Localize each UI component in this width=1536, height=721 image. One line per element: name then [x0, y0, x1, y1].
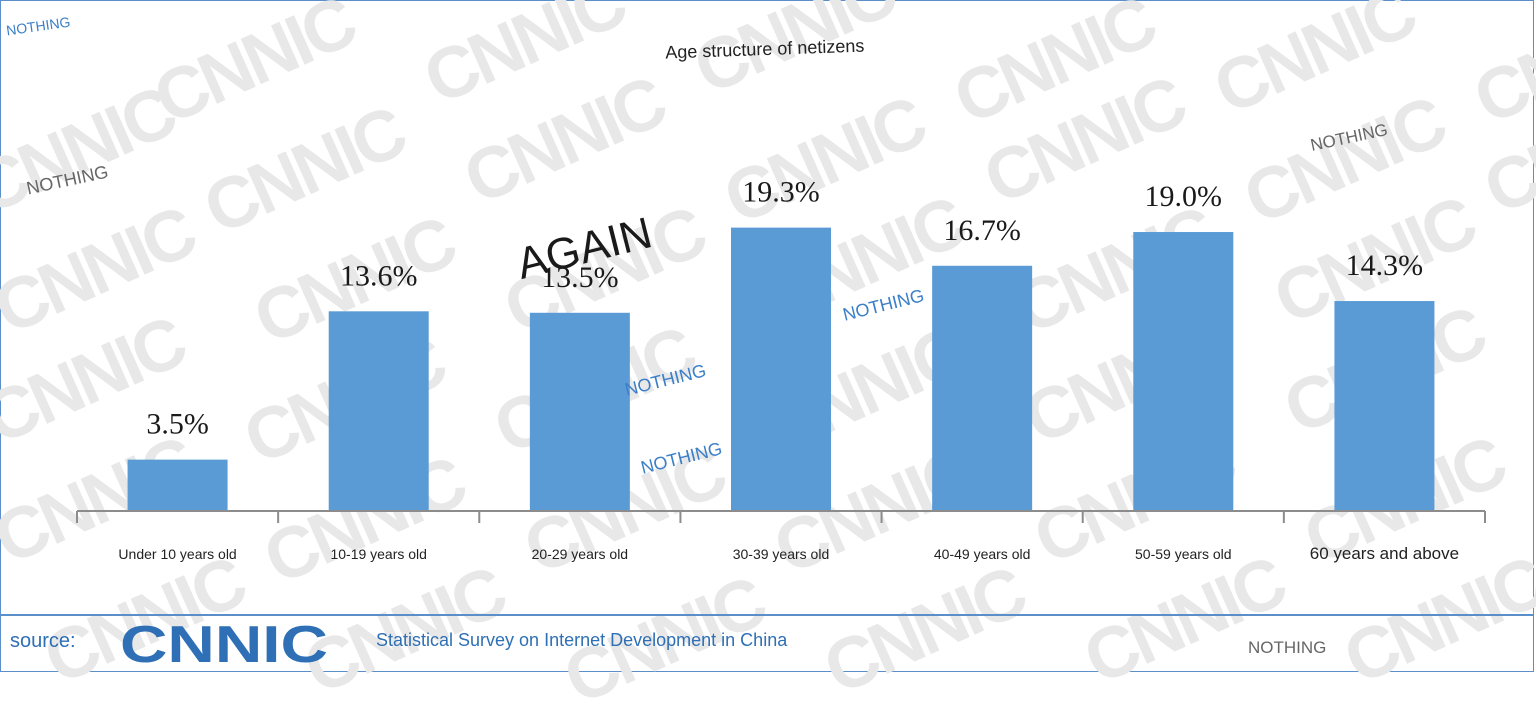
chart-frame [0, 0, 1534, 672]
bar [731, 227, 831, 511]
bar [932, 265, 1033, 511]
survey-title: Statistical Survey on Internet Developme… [376, 630, 788, 650]
bar [529, 312, 630, 511]
data-label: 14.3% [1346, 249, 1424, 282]
x-tick-label: 30-39 years old [733, 546, 830, 562]
bar [328, 311, 429, 511]
data-label: 19.0% [1145, 180, 1223, 213]
x-tick-label: 50-59 years old [1135, 546, 1232, 562]
data-label: 16.7% [943, 214, 1021, 247]
x-tick-label: 20-29 years old [532, 546, 629, 562]
data-label: 19.3% [742, 176, 820, 209]
bar-chart: Age structure of netizens 3.5% Under 10 ye… [76, 36, 1486, 563]
bar [1334, 301, 1435, 511]
data-label: 13.6% [340, 259, 418, 292]
footer-divider [0, 614, 1534, 616]
x-tick-label: Under 10 years old [118, 546, 236, 562]
source-label: source: [10, 630, 76, 652]
data-label: 3.5% [146, 408, 209, 441]
svg-text:CNNIC: CNNIC [120, 622, 328, 664]
x-tick-label: 10-19 years old [330, 546, 427, 562]
overlay-text: NOTHING [1248, 638, 1327, 657]
bar [127, 459, 228, 511]
cnnic-logo: CNNIC [120, 622, 328, 664]
bar [1133, 232, 1234, 511]
chart-title: Age structure of netizens [665, 36, 865, 63]
x-tick-label: 60 years and above [1310, 544, 1459, 563]
x-tick-label: 40-49 years old [934, 546, 1031, 562]
data-label: 13.5% [541, 261, 619, 294]
